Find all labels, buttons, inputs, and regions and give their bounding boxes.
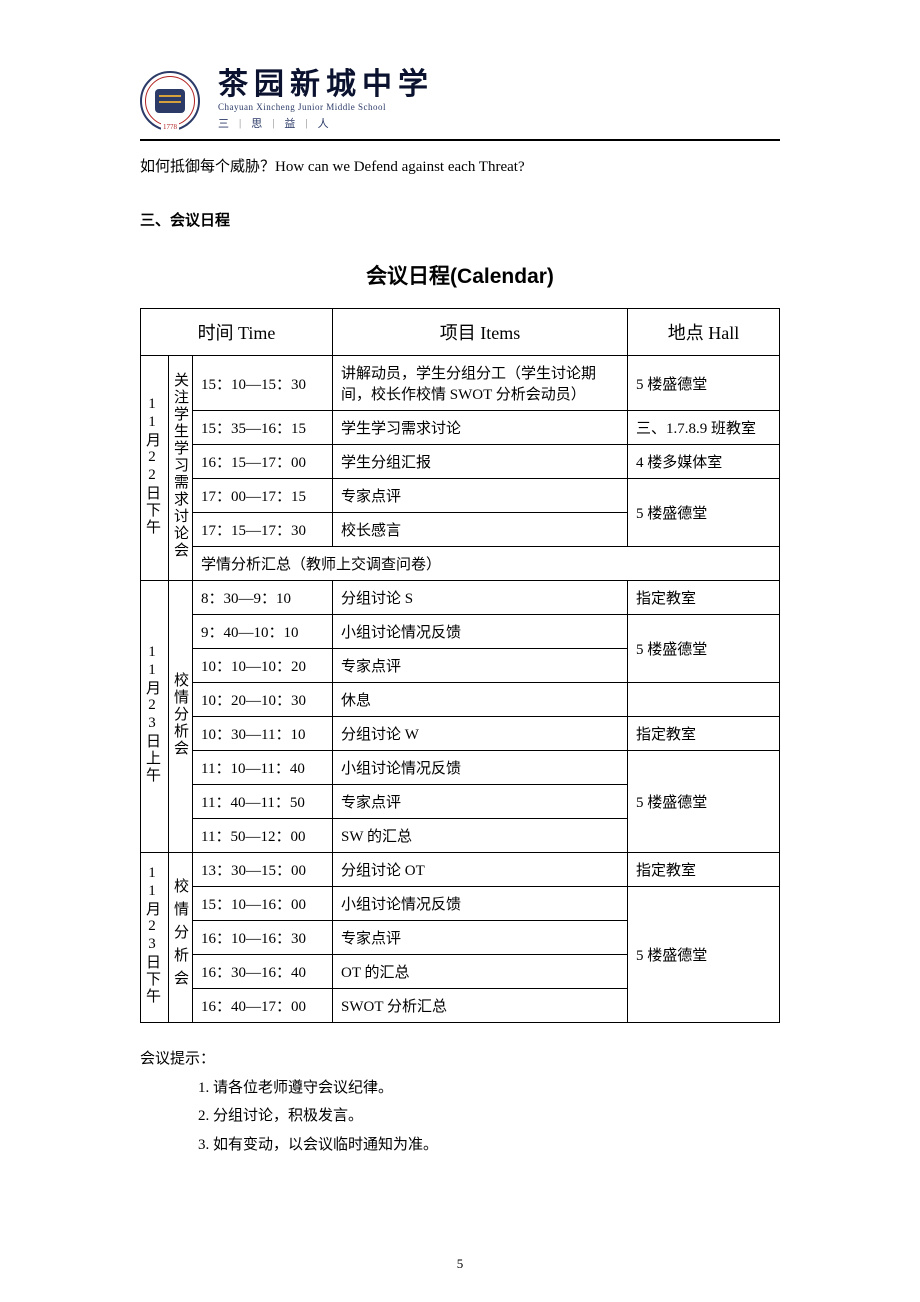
time-cell: 11：50—12：00 [193,819,333,853]
time-cell: 16：30—16：40 [193,955,333,989]
time-cell: 11：40—11：50 [193,785,333,819]
time-cell: 16：40—17：00 [193,989,333,1023]
time-cell: 10：20—10：30 [193,683,333,717]
hall-cell: 指定教室 [628,853,780,887]
hall-cell: 5 楼盛德堂 [628,615,780,683]
table-row: 15：35—16：15 学生学习需求讨论 三、1.7.8.9 班教室 [141,411,780,445]
date-cell: 11月22日下午 [141,356,169,581]
hall-cell: 三、1.7.8.9 班教室 [628,411,780,445]
note-item: 2. 分组讨论，积极发言。 [198,1102,780,1131]
hall-cell: 5 楼盛德堂 [628,887,780,1023]
item-cell: 专家点评 [333,785,628,819]
item-cell: 小组讨论情况反馈 [333,751,628,785]
session-cell: 校情分析会 [169,581,193,853]
time-cell: 10：10—10：20 [193,649,333,683]
intro-line: 如何抵御每个威胁？How can we Defend against each … [140,155,780,179]
school-logo: 1778 [140,71,200,131]
date-cell: 11月23日下午 [141,853,169,1023]
time-cell: 17：15—17：30 [193,513,333,547]
table-row: 11：10—11：40 小组讨论情况反馈 5 楼盛德堂 [141,751,780,785]
notes-block: 会议提示： 1. 请各位老师遵守会议纪律。 2. 分组讨论，积极发言。 3. 如… [140,1045,780,1159]
header-time: 时间 Time [141,309,333,356]
hall-cell: 指定教室 [628,717,780,751]
logo-year: 1778 [161,123,179,131]
table-header-row: 时间 Time 项目 Items 地点 Hall [141,309,780,356]
time-cell: 8：30—9：10 [193,581,333,615]
item-cell: 讲解动员，学生分组分工（学生讨论期间，校长作校情 SWOT 分析会动员） [333,356,628,411]
item-cell: 分组讨论 W [333,717,628,751]
time-cell: 15：35—16：15 [193,411,333,445]
hall-cell: 5 楼盛德堂 [628,751,780,853]
time-cell: 15：10—15：30 [193,356,333,411]
notes-heading: 会议提示： [140,1045,780,1074]
table-row: 16：15—17：00 学生分组汇报 4 楼多媒体室 [141,445,780,479]
table-row: 11月23日下午 校情分析会 13：30—15：00 分组讨论 OT 指定教室 [141,853,780,887]
table-row: 11月23日上午 校情分析会 8：30—9：10 分组讨论 S 指定教室 [141,581,780,615]
time-cell: 16：10—16：30 [193,921,333,955]
note-item: 3. 如有变动，以会议临时通知为准。 [198,1131,780,1160]
item-cell: OT 的汇总 [333,955,628,989]
table-row: 10：30—11：10 分组讨论 W 指定教室 [141,717,780,751]
time-cell: 10：30—11：10 [193,717,333,751]
hall-cell: 5 楼盛德堂 [628,356,780,411]
header-items: 项目 Items [333,309,628,356]
session-cell: 校情分析会 [169,853,193,1023]
school-motto: 三| 思| 益| 人 [218,115,333,131]
item-cell: 学生学习需求讨论 [333,411,628,445]
table-row: 9：40—10：10 小组讨论情况反馈 5 楼盛德堂 [141,615,780,649]
item-cell: 学情分析汇总（教师上交调查问卷） [193,547,780,581]
time-cell: 13：30—15：00 [193,853,333,887]
school-name-en: Chayuan Xincheng Junior Middle School [218,102,386,112]
date-cell: 11月23日上午 [141,581,169,853]
page-number: 5 [0,1256,920,1272]
section-heading: 三、会议日程 [140,209,780,230]
table-row: 15：10—16：00 小组讨论情况反馈 5 楼盛德堂 [141,887,780,921]
school-name-cn: 茶园新城中学 [218,70,434,100]
hall-cell [628,683,780,717]
item-cell: 专家点评 [333,479,628,513]
school-name-block: 茶园新城中学 Chayuan Xincheng Junior Middle Sc… [218,70,434,131]
item-cell: 休息 [333,683,628,717]
time-cell: 17：00—17：15 [193,479,333,513]
item-cell: 校长感言 [333,513,628,547]
item-cell: SW 的汇总 [333,819,628,853]
item-cell: 小组讨论情况反馈 [333,887,628,921]
calendar-table: 时间 Time 项目 Items 地点 Hall 11月22日下午 关注学生学习… [140,308,780,1023]
table-row: 17：00—17：15 专家点评 5 楼盛德堂 [141,479,780,513]
page-header: 1778 茶园新城中学 Chayuan Xincheng Junior Midd… [140,70,780,141]
table-row: 11月22日下午 关注学生学习需求讨论会 15：10—15：30 讲解动员，学生… [141,356,780,411]
item-cell: 分组讨论 OT [333,853,628,887]
note-item: 1. 请各位老师遵守会议纪律。 [198,1074,780,1103]
time-cell: 11：10—11：40 [193,751,333,785]
time-cell: 15：10—16：00 [193,887,333,921]
item-cell: 分组讨论 S [333,581,628,615]
table-row: 学情分析汇总（教师上交调查问卷） [141,547,780,581]
table-row: 10：20—10：30 休息 [141,683,780,717]
hall-cell: 4 楼多媒体室 [628,445,780,479]
time-cell: 9：40—10：10 [193,615,333,649]
item-cell: 学生分组汇报 [333,445,628,479]
item-cell: 小组讨论情况反馈 [333,615,628,649]
item-cell: SWOT 分析汇总 [333,989,628,1023]
calendar-title: 会议日程(Calendar) [140,260,780,290]
session-cell: 关注学生学习需求讨论会 [169,356,193,581]
item-cell: 专家点评 [333,649,628,683]
item-cell: 专家点评 [333,921,628,955]
hall-cell: 指定教室 [628,581,780,615]
header-hall: 地点 Hall [628,309,780,356]
hall-cell: 5 楼盛德堂 [628,479,780,547]
time-cell: 16：15—17：00 [193,445,333,479]
